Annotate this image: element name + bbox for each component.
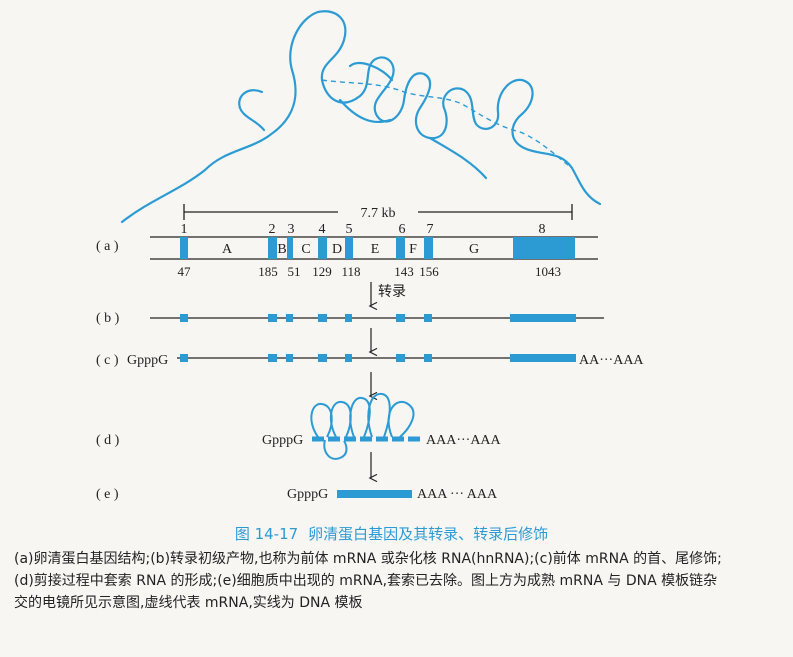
- em-mrna-dashed: [321, 79, 573, 169]
- row-label-e: ( e ): [96, 487, 119, 502]
- exon-number: 3: [288, 222, 295, 237]
- exon-number: 7: [427, 222, 434, 237]
- exon-number: 4: [319, 222, 326, 237]
- exon-size: 156: [419, 264, 439, 279]
- exon-number: 8: [539, 222, 546, 237]
- primary-transcript: [150, 314, 604, 322]
- exon-size: 51: [288, 264, 301, 279]
- figure-title-text: 卵清蛋白基因及其转录、转录后修饰: [308, 525, 549, 543]
- exon-size: 185: [258, 264, 278, 279]
- intron-letter: D: [332, 242, 342, 257]
- exon-1: [180, 237, 188, 259]
- row-label-a: ( a ): [96, 239, 119, 254]
- exon-size: 143: [394, 264, 414, 279]
- exon-3: [287, 237, 293, 259]
- scale-bar: [183, 204, 573, 220]
- exon-6: [396, 237, 405, 259]
- ovalbumin-gene-figure: 7.7 kb ( a ) ( b ) ( c ) ( d ) ( e ) 1 2…: [96, 10, 644, 502]
- capped-transcript: [177, 354, 576, 362]
- transcription-label: 转录: [378, 284, 406, 300]
- row-label-c: ( c ): [96, 353, 119, 368]
- exon-8: [513, 237, 575, 259]
- intron-letter: G: [469, 242, 479, 257]
- exon-size: 118: [341, 264, 360, 279]
- exon-5: [345, 237, 353, 259]
- em-hybrid-drawing: [120, 10, 602, 224]
- intron-letter: C: [301, 242, 310, 257]
- gene-structure: [150, 236, 598, 260]
- exon-number: 5: [346, 222, 353, 237]
- exon-7: [424, 237, 433, 259]
- exon-size: 1043: [535, 264, 561, 279]
- polya-tail: AA···AAA: [579, 353, 644, 368]
- exon-size: 129: [312, 264, 332, 279]
- row-label-b: ( b ): [96, 311, 120, 326]
- intron-letter: F: [409, 242, 417, 257]
- lariat-structure: [310, 392, 420, 460]
- exon-number: 1: [181, 222, 188, 237]
- exon-number: 2: [269, 222, 276, 237]
- cap-label: GpppG: [262, 433, 303, 448]
- figure-title: 图 14-17 卵清蛋白基因及其转录、转录后修饰: [0, 523, 793, 544]
- scale-label: 7.7 kb: [361, 206, 396, 221]
- row-label-d: ( d ): [96, 433, 120, 448]
- figure-number: 图 14-17: [234, 525, 299, 543]
- cap-label: GpppG: [287, 487, 328, 502]
- cap-label: GpppG: [127, 353, 168, 368]
- exon-number: 6: [399, 222, 406, 237]
- polya-tail: AAA ··· AAA: [417, 487, 498, 502]
- intron-letter: E: [371, 242, 380, 257]
- intron-letter: A: [222, 242, 233, 257]
- polya-tail: AAA···AAA: [426, 433, 502, 448]
- exon-2: [268, 237, 277, 259]
- mature-mrna: [337, 490, 412, 498]
- exon-4: [318, 237, 327, 259]
- exon-size: 47: [178, 264, 192, 279]
- intron-letter: B: [277, 242, 286, 257]
- figure-caption: (a)卵清蛋白基因结构;(b)转录初级产物,也称为前体 mRNA 或杂化核 RN…: [14, 551, 722, 611]
